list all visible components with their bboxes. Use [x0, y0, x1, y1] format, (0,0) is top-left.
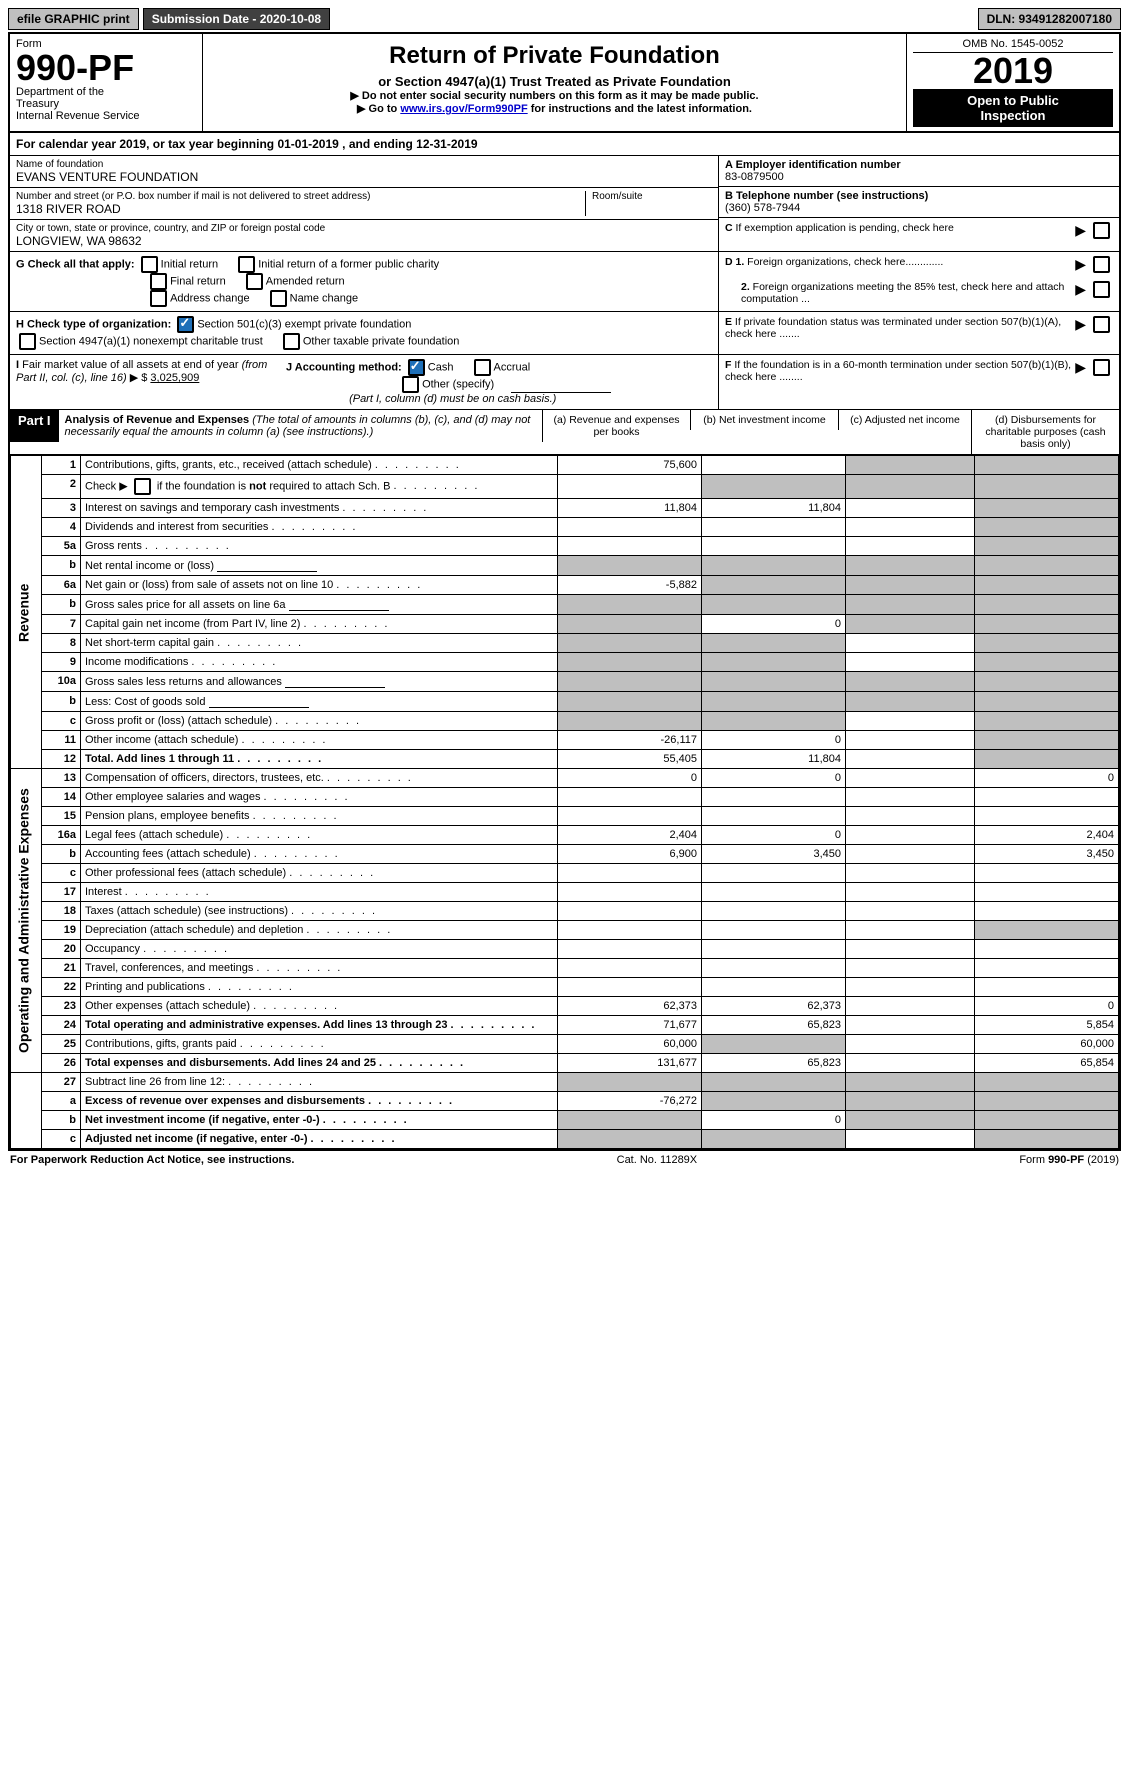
dept-label: Department of theTreasuryInternal Revenu… — [16, 86, 196, 122]
table-row: 20Occupancy — [11, 940, 1119, 959]
chk-other-acct[interactable] — [402, 376, 419, 393]
part1-label: Part I — [10, 410, 59, 442]
chk-addr[interactable] — [150, 290, 167, 307]
chk-f[interactable] — [1093, 359, 1110, 376]
chk-final[interactable] — [150, 273, 167, 290]
chk-initial-former[interactable] — [238, 256, 255, 273]
instr1: ▶ Do not enter social security numbers o… — [209, 89, 900, 102]
col-a-header: (a) Revenue and expenses per books — [542, 410, 690, 442]
check-c: C If exemption application is pending, c… — [719, 218, 1119, 243]
ein-cell: A Employer identification number 83-0879… — [719, 156, 1119, 187]
table-row: 3Interest on savings and temporary cash … — [11, 499, 1119, 518]
chk-4947[interactable] — [19, 333, 36, 350]
chk-name[interactable] — [270, 290, 287, 307]
ij-row: I Fair market value of all assets at end… — [10, 355, 718, 409]
open-public-label: Open to PublicInspection — [913, 89, 1113, 127]
form-container: Form 990-PF Department of theTreasuryInt… — [8, 32, 1121, 1151]
address-cell: Number and street (or P.O. box number if… — [10, 188, 718, 220]
table-row: 16aLegal fees (attach schedule) 2,40402,… — [11, 826, 1119, 845]
table-row: 19Depreciation (attach schedule) and dep… — [11, 921, 1119, 940]
footer-center: Cat. No. 11289X — [617, 1154, 698, 1166]
table-row: 10aGross sales less returns and allowanc… — [11, 672, 1119, 692]
foundation-name-cell: Name of foundation EVANS VENTURE FOUNDAT… — [10, 156, 718, 188]
form-header: Form 990-PF Department of theTreasuryInt… — [10, 34, 1119, 133]
table-row: 21Travel, conferences, and meetings — [11, 959, 1119, 978]
table-row: 9Income modifications — [11, 653, 1119, 672]
table-row: bGross sales price for all assets on lin… — [11, 595, 1119, 615]
table-row: cOther professional fees (attach schedul… — [11, 864, 1119, 883]
part1-header-row: Part I Analysis of Revenue and Expenses … — [10, 410, 1119, 455]
table-row: Operating and Administrative Expenses13C… — [11, 769, 1119, 788]
calendar-year: For calendar year 2019, or tax year begi… — [10, 133, 1119, 156]
table-row: 18Taxes (attach schedule) (see instructi… — [11, 902, 1119, 921]
section-label: Revenue — [11, 456, 42, 769]
chk-501c3[interactable] — [177, 316, 194, 333]
dln-label: DLN: 93491282007180 — [978, 8, 1121, 30]
table-row: 24Total operating and administrative exp… — [11, 1016, 1119, 1035]
table-row: bAccounting fees (attach schedule) 6,900… — [11, 845, 1119, 864]
g-checks: G Check all that apply: Initial return I… — [10, 252, 718, 311]
table-row: 25Contributions, gifts, grants paid 60,0… — [11, 1035, 1119, 1054]
table-row: 7Capital gain net income (from Part IV, … — [11, 615, 1119, 634]
table-row: Revenue1Contributions, gifts, grants, et… — [11, 456, 1119, 475]
instructions-link[interactable]: www.irs.gov/Form990PF — [400, 103, 527, 115]
header-right: OMB No. 1545-0052 2019 Open to PublicIns… — [906, 34, 1119, 131]
table-row: cAdjusted net income (if negative, enter… — [11, 1130, 1119, 1149]
chk-other-tax[interactable] — [283, 333, 300, 350]
table-row: 6aNet gain or (loss) from sale of assets… — [11, 576, 1119, 595]
table-row: 5aGross rents — [11, 537, 1119, 556]
submission-btn[interactable]: Submission Date - 2020-10-08 — [143, 8, 330, 30]
top-bar: efile GRAPHIC print Submission Date - 20… — [8, 8, 1121, 30]
table-row: 8Net short-term capital gain — [11, 634, 1119, 653]
col-c-header: (c) Adjusted net income — [838, 410, 971, 430]
form-subtitle: or Section 4947(a)(1) Trust Treated as P… — [209, 74, 900, 89]
col-d-header: (d) Disbursements for charitable purpose… — [971, 410, 1119, 454]
footer-left: For Paperwork Reduction Act Notice, see … — [10, 1154, 294, 1166]
chk-accrual[interactable] — [474, 359, 491, 376]
chk-initial[interactable] — [141, 256, 158, 273]
instr2: ▶ Go to www.irs.gov/Form990PF for instru… — [209, 102, 900, 115]
table-row: 4Dividends and interest from securities — [11, 518, 1119, 537]
check-d1: D 1. Foreign organizations, check here..… — [719, 252, 1119, 277]
table-row: 15Pension plans, employee benefits — [11, 807, 1119, 826]
footer-right: Form 990-PF (2019) — [1019, 1154, 1119, 1166]
check-e: E If private foundation status was termi… — [719, 312, 1119, 344]
efile-btn[interactable]: efile GRAPHIC print — [8, 8, 139, 30]
table-row: 12Total. Add lines 1 through 11 55,40511… — [11, 750, 1119, 769]
page-footer: For Paperwork Reduction Act Notice, see … — [8, 1151, 1121, 1169]
table-row: cGross profit or (loss) (attach schedule… — [11, 712, 1119, 731]
chk-amended[interactable] — [246, 273, 263, 290]
section-label: Operating and Administrative Expenses — [11, 769, 42, 1073]
header-center: Return of Private Foundation or Section … — [203, 34, 906, 131]
table-row: 2Check ▶ if the foundation is not requir… — [11, 475, 1119, 499]
chk-d1[interactable] — [1093, 256, 1110, 273]
col-b-header: (b) Net investment income — [690, 410, 838, 430]
form-title: Return of Private Foundation — [209, 42, 900, 70]
tax-year: 2019 — [913, 53, 1113, 89]
h-checks: H Check type of organization: Section 50… — [10, 312, 718, 354]
form-number: 990-PF — [16, 50, 196, 86]
analysis-table: Revenue1Contributions, gifts, grants, et… — [10, 455, 1119, 1149]
header-left: Form 990-PF Department of theTreasuryInt… — [10, 34, 203, 131]
table-row: 17Interest — [11, 883, 1119, 902]
chk-d2[interactable] — [1093, 281, 1110, 298]
foundation-info: Name of foundation EVANS VENTURE FOUNDAT… — [10, 156, 1119, 252]
chk-cash[interactable] — [408, 359, 425, 376]
chk-e[interactable] — [1093, 316, 1110, 333]
check-c-box[interactable] — [1093, 222, 1110, 239]
table-row: 23Other expenses (attach schedule) 62,37… — [11, 997, 1119, 1016]
check-f: F If the foundation is in a 60-month ter… — [719, 355, 1119, 387]
table-row: aExcess of revenue over expenses and dis… — [11, 1092, 1119, 1111]
city-cell: City or town, state or province, country… — [10, 220, 718, 251]
check-d2: 2. Foreign organizations meeting the 85%… — [719, 277, 1119, 309]
table-row: 26Total expenses and disbursements. Add … — [11, 1054, 1119, 1073]
table-row: 14Other employee salaries and wages — [11, 788, 1119, 807]
phone-cell: B Telephone number (see instructions) (3… — [719, 187, 1119, 218]
table-row: bNet rental income or (loss) — [11, 556, 1119, 576]
table-row: bLess: Cost of goods sold — [11, 692, 1119, 712]
table-row: 22Printing and publications — [11, 978, 1119, 997]
table-row: bNet investment income (if negative, ent… — [11, 1111, 1119, 1130]
table-row: 11Other income (attach schedule) -26,117… — [11, 731, 1119, 750]
table-row: 27Subtract line 26 from line 12: — [11, 1073, 1119, 1092]
